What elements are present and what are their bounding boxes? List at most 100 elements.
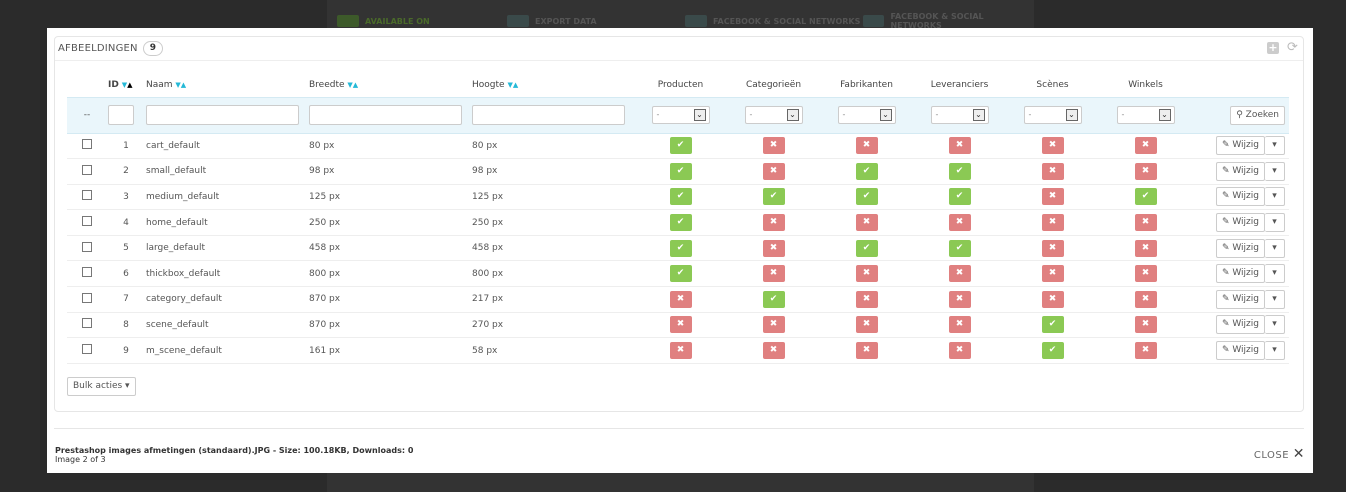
check-icon[interactable]: ✔ [669, 239, 692, 257]
row-checkbox[interactable] [82, 267, 92, 278]
check-icon[interactable]: ✔ [948, 239, 971, 257]
check-icon[interactable]: ✔ [948, 162, 971, 180]
row-actions-dropdown[interactable]: ▾ [1265, 238, 1285, 258]
header-width[interactable]: Breedte ▼▲ [308, 73, 471, 97]
check-icon[interactable]: ✔ [669, 188, 692, 206]
filter-id-input[interactable] [108, 105, 134, 125]
cross-icon[interactable]: ✖ [1134, 214, 1157, 232]
filter-categories-select[interactable]: - ⌄ [744, 106, 803, 124]
row-checkbox[interactable] [82, 164, 92, 175]
check-icon[interactable]: ✔ [1134, 188, 1157, 206]
filter-suppliers-select[interactable]: - ⌄ [930, 106, 989, 124]
check-icon[interactable]: ✔ [855, 162, 878, 180]
check-icon[interactable]: ✔ [762, 290, 785, 308]
cross-icon[interactable]: ✖ [1041, 137, 1064, 155]
cross-icon[interactable]: ✖ [855, 342, 878, 360]
row-checkbox[interactable] [82, 318, 92, 329]
row-checkbox[interactable] [82, 216, 92, 227]
cross-icon[interactable]: ✖ [948, 137, 971, 155]
cross-icon[interactable]: ✖ [1041, 290, 1064, 308]
cross-icon[interactable]: ✖ [1134, 316, 1157, 334]
edit-button[interactable]: ✎ Wijzig [1215, 315, 1265, 335]
filter-stores-select[interactable]: - ⌄ [1116, 106, 1175, 124]
header-id[interactable]: ID ▼▲ [107, 73, 145, 97]
cross-icon[interactable]: ✖ [855, 265, 878, 283]
check-icon[interactable]: ✔ [948, 188, 971, 206]
cross-icon[interactable]: ✖ [1041, 214, 1064, 232]
edit-button[interactable]: ✎ Wijzig [1215, 213, 1265, 233]
edit-button[interactable]: ✎ Wijzig [1215, 289, 1265, 309]
row-actions-dropdown[interactable]: ▾ [1265, 161, 1285, 181]
row-checkbox[interactable] [82, 292, 92, 303]
row-checkbox[interactable] [82, 344, 92, 355]
filter-width-input[interactable] [309, 105, 462, 125]
cross-icon[interactable]: ✖ [948, 265, 971, 283]
filter-manufacturers-select[interactable]: - ⌄ [837, 106, 896, 124]
row-actions-dropdown[interactable]: ▾ [1265, 341, 1285, 361]
cross-icon[interactable]: ✖ [948, 316, 971, 334]
search-button[interactable]: ⚲ Zoeken [1230, 105, 1285, 125]
cross-icon[interactable]: ✖ [855, 214, 878, 232]
row-checkbox[interactable] [82, 241, 92, 252]
cross-icon[interactable]: ✖ [762, 214, 785, 232]
edit-button[interactable]: ✎ Wijzig [1215, 187, 1265, 207]
row-checkbox[interactable] [82, 139, 92, 150]
refresh-icon[interactable]: ⟳ [1287, 40, 1298, 55]
check-icon[interactable]: ✔ [669, 137, 692, 155]
cross-icon[interactable]: ✖ [1041, 188, 1064, 206]
cross-icon[interactable]: ✖ [855, 290, 878, 308]
header-name[interactable]: Naam ▼▲ [145, 73, 308, 97]
cross-icon[interactable]: ✖ [1134, 265, 1157, 283]
sort-icon[interactable]: ▼▲ [347, 80, 359, 89]
filter-height-input[interactable] [472, 105, 625, 125]
cross-icon[interactable]: ✖ [669, 316, 692, 334]
cross-icon[interactable]: ✖ [948, 214, 971, 232]
cross-icon[interactable]: ✖ [948, 290, 971, 308]
cross-icon[interactable]: ✖ [1134, 137, 1157, 155]
cross-icon[interactable]: ✖ [762, 137, 785, 155]
cross-icon[interactable]: ✖ [762, 342, 785, 360]
row-checkbox[interactable] [82, 190, 92, 201]
cross-icon[interactable]: ✖ [669, 342, 692, 360]
cross-icon[interactable]: ✖ [1041, 162, 1064, 180]
sort-icon[interactable]: ▼▲ [175, 80, 187, 89]
row-actions-dropdown[interactable]: ▾ [1265, 136, 1285, 156]
row-actions-dropdown[interactable]: ▾ [1265, 187, 1285, 207]
cross-icon[interactable]: ✖ [762, 239, 785, 257]
edit-button[interactable]: ✎ Wijzig [1215, 264, 1265, 284]
bulk-actions-button[interactable]: Bulk acties ▾ [67, 377, 136, 396]
cross-icon[interactable]: ✖ [762, 316, 785, 334]
filter-scenes-select[interactable]: - ⌄ [1023, 106, 1082, 124]
row-actions-dropdown[interactable]: ▾ [1265, 289, 1285, 309]
check-icon[interactable]: ✔ [669, 214, 692, 232]
check-icon[interactable]: ✔ [1041, 316, 1064, 334]
header-height[interactable]: Hoogte ▼▲ [471, 73, 634, 97]
cross-icon[interactable]: ✖ [762, 162, 785, 180]
check-icon[interactable]: ✔ [855, 188, 878, 206]
check-icon[interactable]: ✔ [762, 188, 785, 206]
cross-icon[interactable]: ✖ [855, 137, 878, 155]
row-actions-dropdown[interactable]: ▾ [1265, 315, 1285, 335]
check-icon[interactable]: ✔ [855, 239, 878, 257]
cross-icon[interactable]: ✖ [1041, 239, 1064, 257]
cross-icon[interactable]: ✖ [1041, 265, 1064, 283]
sort-icon[interactable]: ▼▲ [507, 80, 519, 89]
check-icon[interactable]: ✔ [669, 265, 692, 283]
cross-icon[interactable]: ✖ [762, 265, 785, 283]
row-actions-dropdown[interactable]: ▾ [1265, 264, 1285, 284]
sort-icon[interactable]: ▼▲ [121, 80, 133, 89]
filter-products-select[interactable]: - ⌄ [651, 106, 710, 124]
edit-button[interactable]: ✎ Wijzig [1215, 136, 1265, 156]
cross-icon[interactable]: ✖ [948, 342, 971, 360]
add-icon[interactable]: + [1267, 41, 1279, 54]
check-icon[interactable]: ✔ [669, 162, 692, 180]
cross-icon[interactable]: ✖ [1134, 290, 1157, 308]
cross-icon[interactable]: ✖ [1134, 162, 1157, 180]
cross-icon[interactable]: ✖ [855, 316, 878, 334]
close-button[interactable]: CLOSE ✕ [1254, 446, 1305, 462]
cross-icon[interactable]: ✖ [669, 290, 692, 308]
check-icon[interactable]: ✔ [1041, 342, 1064, 360]
row-actions-dropdown[interactable]: ▾ [1265, 213, 1285, 233]
edit-button[interactable]: ✎ Wijzig [1215, 341, 1265, 361]
filter-name-input[interactable] [146, 105, 299, 125]
